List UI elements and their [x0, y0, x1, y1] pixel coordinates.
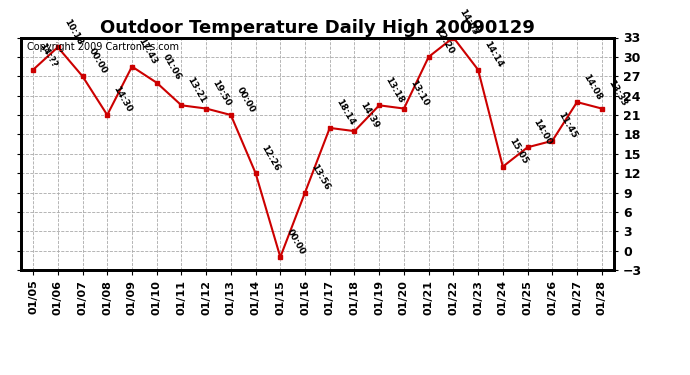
Text: 18:14: 18:14	[334, 98, 356, 127]
Text: 15:05: 15:05	[507, 137, 529, 166]
Text: 00:00: 00:00	[235, 86, 257, 114]
Text: 14:08: 14:08	[581, 72, 603, 101]
Text: 14:14: 14:14	[482, 39, 504, 69]
Text: 19:50: 19:50	[210, 78, 233, 108]
Text: 13:56: 13:56	[309, 162, 331, 192]
Text: 14:39: 14:39	[359, 101, 381, 130]
Text: 12:20: 12:20	[433, 27, 455, 56]
Text: 01:06: 01:06	[161, 53, 183, 82]
Text: 11:45: 11:45	[556, 111, 579, 140]
Text: 14:00: 14:00	[532, 117, 554, 147]
Title: Outdoor Temperature Daily High 20090129: Outdoor Temperature Daily High 20090129	[100, 20, 535, 38]
Text: 13:18: 13:18	[384, 75, 406, 105]
Text: Copyright 2009 Cartronics.com: Copyright 2009 Cartronics.com	[27, 42, 179, 52]
Text: 00:00: 00:00	[87, 46, 108, 75]
Text: 14:??: 14:??	[37, 41, 59, 69]
Text: 17:43: 17:43	[136, 36, 159, 66]
Text: 13:21: 13:21	[186, 75, 208, 105]
Text: 12:26: 12:26	[259, 143, 282, 172]
Text: 10:18: 10:18	[62, 17, 84, 46]
Text: 00:00: 00:00	[284, 228, 306, 256]
Text: 14:30: 14:30	[111, 85, 133, 114]
Text: 13:10: 13:10	[408, 79, 430, 108]
Text: 13:33: 13:33	[606, 78, 628, 108]
Text: 14:05: 14:05	[457, 8, 480, 37]
